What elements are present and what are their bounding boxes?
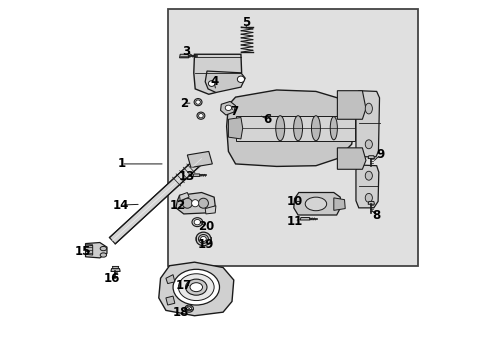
Ellipse shape <box>192 218 203 226</box>
Polygon shape <box>367 202 374 204</box>
Polygon shape <box>85 246 93 255</box>
Ellipse shape <box>275 116 284 141</box>
Ellipse shape <box>194 220 200 225</box>
Text: 7: 7 <box>230 105 238 118</box>
Polygon shape <box>220 102 235 115</box>
Polygon shape <box>179 54 188 58</box>
Text: 15: 15 <box>75 245 91 258</box>
Ellipse shape <box>365 193 372 202</box>
Ellipse shape <box>100 253 106 257</box>
Polygon shape <box>193 174 200 176</box>
Ellipse shape <box>311 116 320 141</box>
Text: 10: 10 <box>286 195 302 208</box>
Ellipse shape <box>178 274 214 301</box>
Polygon shape <box>165 275 175 284</box>
Text: 8: 8 <box>372 209 380 222</box>
Ellipse shape <box>191 200 198 207</box>
Polygon shape <box>179 193 189 201</box>
Ellipse shape <box>305 197 326 211</box>
Text: 3: 3 <box>182 45 190 58</box>
Polygon shape <box>337 148 365 169</box>
Text: 16: 16 <box>104 272 120 285</box>
Polygon shape <box>355 91 379 157</box>
Polygon shape <box>293 193 340 215</box>
Text: 13: 13 <box>178 170 194 183</box>
Polygon shape <box>228 117 242 139</box>
Ellipse shape <box>198 198 208 208</box>
Polygon shape <box>85 243 107 258</box>
Ellipse shape <box>365 171 372 180</box>
Polygon shape <box>109 156 204 244</box>
Ellipse shape <box>186 307 191 311</box>
Text: 18: 18 <box>172 306 189 319</box>
Polygon shape <box>159 262 233 316</box>
Polygon shape <box>300 217 309 220</box>
Ellipse shape <box>173 269 219 305</box>
Polygon shape <box>367 156 374 158</box>
Ellipse shape <box>329 117 337 140</box>
Ellipse shape <box>293 116 302 141</box>
Polygon shape <box>112 266 119 269</box>
Text: 14: 14 <box>113 198 129 212</box>
Text: 1: 1 <box>117 157 125 170</box>
Text: 2: 2 <box>180 97 187 110</box>
Ellipse shape <box>185 279 206 295</box>
Text: 12: 12 <box>169 198 185 212</box>
Ellipse shape <box>197 112 204 119</box>
Polygon shape <box>193 54 241 94</box>
Ellipse shape <box>365 140 372 149</box>
Text: 19: 19 <box>197 238 214 251</box>
Text: 5: 5 <box>242 16 250 29</box>
Text: 4: 4 <box>209 75 218 88</box>
Text: 9: 9 <box>375 148 384 162</box>
Text: 17: 17 <box>175 279 191 292</box>
Text: 6: 6 <box>263 113 271 126</box>
Polygon shape <box>176 193 215 214</box>
Ellipse shape <box>196 232 210 246</box>
Polygon shape <box>187 152 212 167</box>
Polygon shape <box>205 71 244 93</box>
Ellipse shape <box>198 234 208 243</box>
Ellipse shape <box>200 237 206 242</box>
Ellipse shape <box>100 247 106 251</box>
Ellipse shape <box>208 81 214 86</box>
Ellipse shape <box>182 198 192 208</box>
Polygon shape <box>235 116 354 141</box>
Polygon shape <box>165 296 175 305</box>
Ellipse shape <box>184 305 193 312</box>
Bar <box>167 9 417 266</box>
Text: 20: 20 <box>197 220 214 233</box>
Ellipse shape <box>198 113 203 118</box>
Polygon shape <box>333 198 345 210</box>
Ellipse shape <box>225 105 231 111</box>
Ellipse shape <box>365 103 372 114</box>
Polygon shape <box>226 90 354 166</box>
Ellipse shape <box>190 283 202 292</box>
Ellipse shape <box>195 100 200 104</box>
Ellipse shape <box>194 99 202 106</box>
Polygon shape <box>337 91 365 119</box>
Polygon shape <box>355 165 378 208</box>
Text: 11: 11 <box>286 215 302 228</box>
Polygon shape <box>111 269 120 271</box>
Ellipse shape <box>237 76 244 82</box>
Polygon shape <box>205 206 216 214</box>
